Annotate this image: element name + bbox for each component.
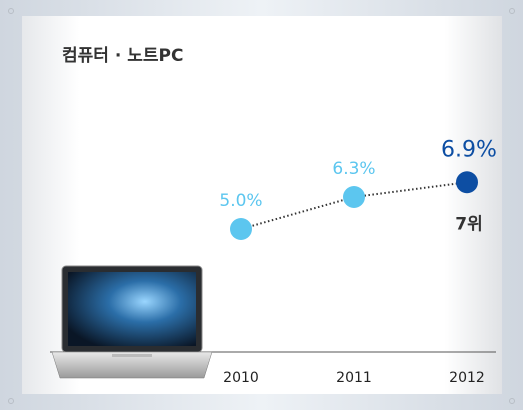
value-label: 5.0% (219, 191, 262, 211)
value-label: 6.3% (332, 159, 375, 179)
value-label: 6.9% (441, 137, 497, 162)
chart-title: 컴퓨터 · 노트PC (62, 45, 183, 66)
x-tick-label: 2010 (223, 370, 259, 386)
x-tick-label: 2012 (449, 370, 485, 386)
point (230, 218, 252, 240)
laptop (51, 265, 213, 379)
screws (8, 8, 515, 404)
point (456, 171, 478, 194)
point (343, 186, 365, 209)
annotation: 7위 (455, 214, 482, 234)
x-tick-label: 2011 (336, 370, 372, 386)
